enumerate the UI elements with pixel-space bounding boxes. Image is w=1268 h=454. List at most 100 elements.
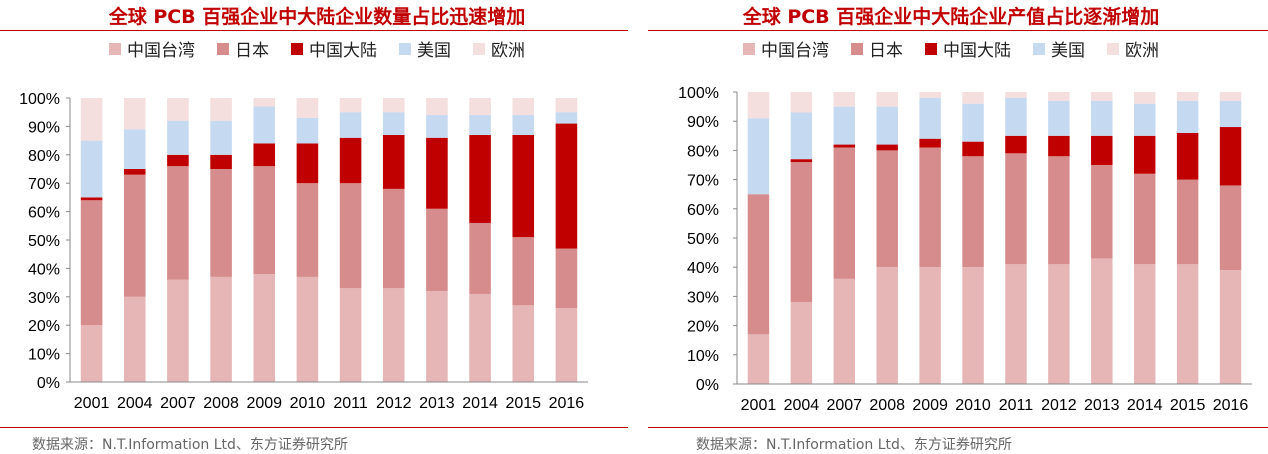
bar-segment-taiwan — [1005, 264, 1027, 384]
y-tick-label: 90% — [687, 114, 719, 131]
bar-segment-mainland — [1005, 135, 1027, 154]
legend: 中国台湾 日本 中国大陆 美国 欧洲 — [0, 36, 634, 61]
bar-segment-mainland — [296, 143, 319, 184]
legend-label: 欧洲 — [491, 41, 525, 61]
bar-segment-taiwan — [555, 308, 578, 382]
source-divider — [0, 427, 628, 428]
chart-title: 全球 PCB 百强企业中大陆企业产值占比逐渐增加 — [742, 6, 1160, 28]
bar-segment-taiwan — [80, 325, 103, 382]
y-tick-label: 70% — [687, 173, 719, 190]
legend-swatch — [1033, 42, 1045, 55]
bar-segment-usa — [426, 115, 448, 138]
y-tick-label: 40% — [28, 261, 60, 278]
bar-segment-mainland — [512, 134, 535, 238]
y-tick-label: 40% — [687, 260, 719, 277]
bar-segment-europe — [833, 92, 856, 107]
bar-segment-mainland — [919, 138, 941, 148]
legend-swatch — [473, 42, 485, 55]
y-tick-label: 50% — [28, 233, 60, 250]
legend-label: 美国 — [417, 41, 451, 61]
stacked-bar-chart-count: 0% 10% 20% 30% 40% 50% 60% 70% 80% 90% 100% 2001 200… — [19, 91, 588, 412]
legend-swatch — [291, 42, 303, 55]
bar-segment-taiwan — [469, 293, 491, 382]
x-tick-label: 2016 — [1213, 397, 1249, 414]
bar-segment-japan — [382, 188, 405, 289]
legend-swatch — [399, 42, 411, 55]
bar-segment-mainland — [469, 134, 491, 223]
x-tick-label: 2013 — [1084, 397, 1120, 414]
bar-segment-usa — [555, 112, 578, 124]
bar-segment-usa — [339, 112, 362, 138]
bar-segment-taiwan — [1133, 264, 1156, 384]
bar-segment-usa — [382, 112, 405, 135]
x-tick-label: 2009 — [246, 395, 282, 412]
bar-segment-taiwan — [962, 267, 984, 384]
bar-segment-usa — [1219, 100, 1242, 128]
bar-segment-japan — [1048, 156, 1070, 265]
bar-segment-usa — [123, 129, 146, 169]
x-tick-label: 2013 — [419, 395, 455, 412]
x-tick-label: 2004 — [784, 397, 820, 414]
legend-item-europe: 欧洲 — [1107, 36, 1159, 61]
bar-segment-japan — [790, 162, 813, 303]
bar-segment-usa — [1048, 100, 1070, 136]
bar-segment-japan — [296, 183, 319, 277]
bar-segment-japan — [555, 248, 578, 309]
bar-segment-taiwan — [747, 334, 770, 384]
bar-segment-mainland — [382, 134, 405, 189]
bar-segment-usa — [80, 140, 103, 198]
legend-label: 欧洲 — [1125, 41, 1159, 61]
bar-segment-japan — [426, 208, 448, 292]
bar-segment-japan — [512, 237, 535, 306]
x-tick-label: 2001 — [741, 397, 777, 414]
bar-segment-mainland — [555, 123, 578, 249]
y-tick-label: 70% — [28, 176, 60, 193]
legend-swatch — [743, 42, 755, 55]
bar-segment-taiwan — [790, 302, 813, 384]
x-tick-label: 2004 — [117, 395, 153, 412]
legend-label: 日本 — [235, 41, 269, 61]
bar-segment-taiwan — [876, 267, 898, 384]
bar-segment-mainland — [876, 144, 898, 151]
legend-label: 中国大陆 — [943, 41, 1011, 61]
legend-label: 日本 — [869, 41, 903, 61]
stacked-bar-chart-value: 0% 10% 20% 30% 40% 50% 60% 70% 80% 90% 100% 2001 200… — [678, 85, 1252, 414]
bar-segment-europe — [382, 98, 405, 113]
bar-segment-mainland — [426, 137, 448, 209]
legend-swatch — [109, 42, 121, 55]
bar-segment-europe — [555, 98, 578, 113]
y-tick-label: 20% — [28, 318, 60, 335]
y-tick-label: 80% — [28, 148, 60, 165]
x-tick-label: 2015 — [1170, 397, 1206, 414]
legend-item-usa: 美国 — [399, 36, 451, 61]
bar-segment-mainland — [790, 159, 813, 163]
bar-segment-taiwan — [123, 296, 146, 382]
legend-item-taiwan: 中国台湾 — [109, 36, 195, 61]
legend-item-japan: 日本 — [217, 36, 269, 61]
bar-segment-usa — [747, 118, 770, 195]
bar-segment-usa — [167, 120, 189, 155]
bar-segment-japan — [1005, 153, 1027, 265]
legend-swatch — [217, 42, 229, 55]
y-tick-label: 10% — [687, 348, 719, 365]
bar-segment-europe — [790, 92, 813, 113]
y-tick-label: 90% — [28, 119, 60, 136]
bar-segment-mainland — [167, 154, 189, 167]
bar-segment-japan — [1091, 165, 1113, 259]
bar-segment-mainland — [1219, 127, 1242, 186]
x-tick-label: 2016 — [549, 395, 585, 412]
bar-segment-japan — [80, 200, 103, 326]
bar-segment-usa — [790, 112, 813, 160]
bar-segment-japan — [167, 166, 189, 280]
bar-segment-europe — [80, 98, 103, 141]
bar-segment-taiwan — [426, 291, 448, 382]
bar-segment-japan — [962, 156, 984, 268]
bar-segment-europe — [296, 98, 319, 118]
y-tick-label: 80% — [687, 143, 719, 160]
chart-panel-left: 全球 PCB 百强企业中大陆企业数量占比迅速增加 中国台湾 日本 中国大陆 美国… — [0, 6, 634, 453]
x-tick-label: 2007 — [826, 397, 862, 414]
bar-segment-usa — [210, 120, 232, 155]
legend-item-usa: 美国 — [1033, 36, 1085, 61]
x-tick-label: 2010 — [290, 395, 326, 412]
bar-segment-usa — [253, 106, 276, 144]
